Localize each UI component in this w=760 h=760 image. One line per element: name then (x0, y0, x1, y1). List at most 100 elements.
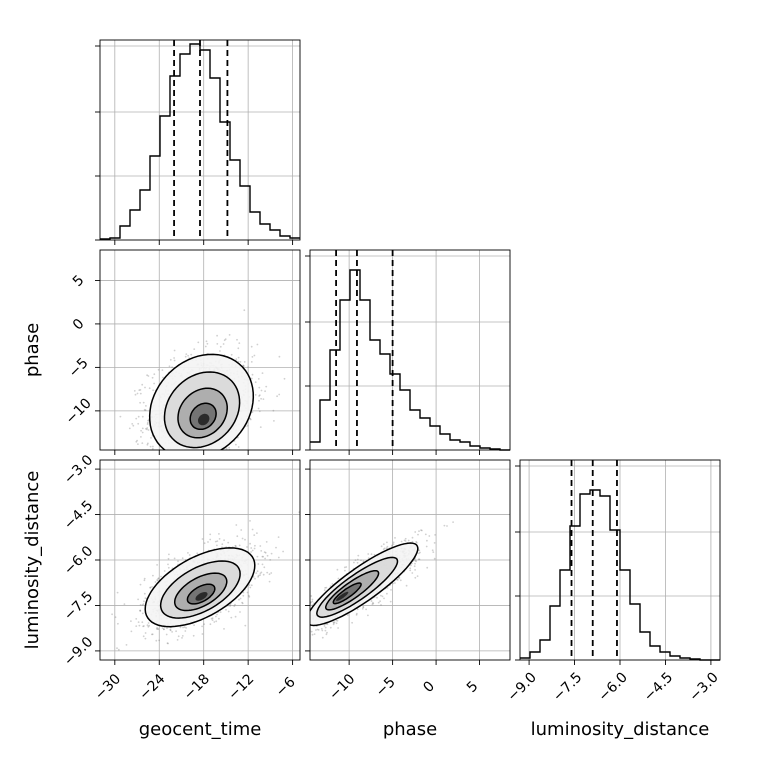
scatter-point (354, 559, 357, 561)
scatter-point (137, 621, 140, 623)
scatter-point (173, 557, 176, 560)
scatter-point (362, 606, 365, 608)
scatter-point (154, 581, 157, 583)
scatter-point (215, 615, 217, 618)
scatter-point (332, 623, 335, 626)
scatter-point (183, 626, 186, 628)
scatter-point (344, 569, 346, 572)
scatter-point (289, 637, 291, 639)
scatter-point (239, 597, 242, 600)
scatter-point (169, 629, 172, 632)
scatter-point (392, 543, 395, 545)
scatter-point (205, 454, 207, 456)
scatter-point (383, 597, 385, 600)
contour-line (159, 560, 241, 619)
scatter-point (362, 560, 365, 563)
scatter-point (211, 619, 214, 621)
scatter-point (409, 569, 412, 572)
scatter-point (376, 596, 378, 599)
scatter-point (287, 643, 289, 645)
scatter-point (324, 629, 327, 632)
scatter-point (215, 620, 218, 623)
scatter-point (288, 643, 290, 645)
scatter-point (130, 630, 133, 633)
scatter-point (130, 620, 132, 622)
scatter-point (259, 545, 262, 547)
scatter-point (183, 451, 185, 453)
scatter-point (414, 562, 416, 565)
scatter-point (295, 651, 297, 653)
scatter-point (152, 389, 155, 392)
scatter-point (167, 566, 170, 569)
scatter-point (206, 342, 209, 345)
scatter-point (247, 594, 250, 597)
scatter-point (185, 463, 187, 465)
scatter-point (370, 600, 373, 602)
scatter-point (259, 426, 262, 428)
scatter-point (432, 551, 435, 553)
scatter-point (320, 627, 323, 630)
scatter-point (218, 533, 220, 535)
scatter-point (434, 534, 436, 536)
scatter-point (250, 377, 253, 380)
scatter-point (370, 553, 373, 555)
scatter-point (166, 627, 168, 629)
scatter-point (185, 454, 187, 456)
scatter-point (243, 309, 246, 312)
scatter-point (256, 343, 259, 346)
scatter-point (176, 453, 178, 455)
x-tick-label: 5 (464, 678, 482, 696)
scatter-point (156, 628, 159, 630)
scatter-point (304, 624, 306, 626)
scatter-point (136, 439, 139, 442)
scatter-point (305, 627, 307, 629)
scatter-point (242, 364, 245, 367)
contour-line (324, 569, 380, 611)
y-tick-label: −6.0 (61, 543, 96, 578)
scatter-point (249, 586, 252, 589)
scatter-point (218, 538, 221, 540)
scatter-point (151, 376, 154, 379)
scatter-point (185, 353, 188, 355)
scatter-point (238, 544, 241, 547)
scatter-point (150, 437, 152, 439)
scatter-point (141, 442, 144, 444)
scatter-point (240, 529, 243, 531)
scatter-point (196, 552, 199, 555)
scatter-point (165, 458, 167, 460)
x-tick-label: −5 (373, 674, 399, 700)
x-axis-label-phase: phase (383, 719, 437, 740)
scatter-point (117, 648, 120, 651)
scatter-point (396, 579, 399, 581)
scatter-point (380, 545, 383, 548)
scatter-point (270, 572, 273, 574)
scatter-point (223, 339, 226, 342)
scatter-point (145, 427, 147, 430)
scatter-point (133, 390, 136, 392)
scatter-point (386, 592, 388, 595)
y-tick-label: −4.5 (61, 498, 96, 533)
scatter-point (356, 608, 359, 611)
scatter-point (128, 427, 131, 430)
scatter-point (228, 446, 231, 449)
x-tick-label: −4.5 (641, 669, 676, 704)
scatter-point (284, 641, 286, 643)
scatter-point (138, 624, 141, 627)
scatter-point (273, 420, 275, 422)
scatter-point (325, 586, 328, 589)
scatter-point (411, 540, 414, 543)
scatter-point (357, 554, 360, 557)
scatter-point (336, 568, 339, 571)
scatter-point (228, 334, 231, 336)
scatter-point (151, 447, 154, 450)
scatter-point (176, 451, 178, 453)
scatter-point (146, 624, 149, 627)
density-level (195, 592, 208, 601)
scatter-point (179, 461, 181, 463)
scatter-point (411, 536, 414, 539)
scatter-point (125, 644, 128, 646)
scatter-point (146, 428, 148, 431)
scatter-point (301, 631, 303, 633)
scatter-point (249, 542, 252, 545)
